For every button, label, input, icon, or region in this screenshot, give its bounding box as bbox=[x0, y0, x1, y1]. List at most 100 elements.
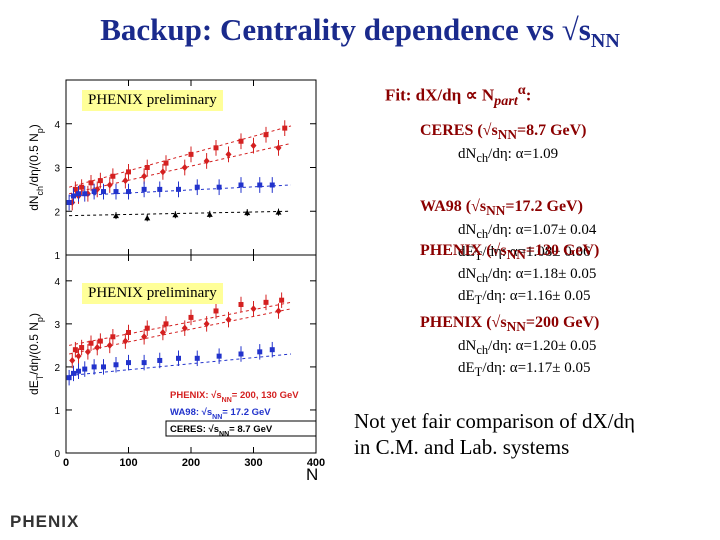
x-axis-label: Np bbox=[306, 465, 325, 480]
y-tick-label: 0 bbox=[54, 449, 60, 460]
line-post: /dη: α=1.08± 0.06 bbox=[482, 244, 591, 260]
fit-sub: part bbox=[494, 93, 518, 110]
legend-part: = 200, 130 GeV bbox=[232, 390, 299, 401]
data-point bbox=[172, 211, 179, 218]
data-point bbox=[94, 344, 101, 352]
data-point bbox=[82, 191, 88, 197]
data-point bbox=[194, 355, 200, 361]
data-point bbox=[181, 324, 188, 332]
legend-entry: CERES: √sNN= 8.7 GeV bbox=[170, 424, 273, 438]
data-point bbox=[141, 172, 148, 180]
data-point bbox=[122, 177, 129, 185]
data-point bbox=[106, 181, 113, 189]
y-label-part: /dη/(0.5 N bbox=[27, 133, 41, 186]
result-line: dET/dη: α=1.16± 0.05 bbox=[458, 288, 591, 308]
legend-part: NN bbox=[222, 397, 232, 404]
data-point bbox=[79, 345, 85, 351]
x-tick-label: 300 bbox=[244, 457, 262, 469]
y-tick-label: 3 bbox=[54, 164, 60, 175]
data-point bbox=[75, 352, 82, 360]
data-point bbox=[213, 308, 219, 314]
data-point bbox=[257, 182, 263, 188]
line-post: /dη: α=1.18± 0.05 bbox=[488, 266, 597, 282]
data-point bbox=[157, 357, 163, 363]
data-point bbox=[216, 184, 222, 190]
legend-part: NN bbox=[219, 431, 229, 438]
data-point bbox=[122, 337, 129, 345]
data-point bbox=[113, 212, 119, 219]
data-point bbox=[66, 200, 72, 205]
x-tick-label: 100 bbox=[119, 457, 137, 469]
legend-part: CERES: √s bbox=[170, 424, 219, 435]
heading-sub: NN bbox=[497, 127, 517, 143]
line-sub: ch bbox=[476, 271, 489, 285]
line-pre: dN bbox=[458, 222, 477, 238]
legend-part: NN bbox=[212, 414, 222, 421]
heading-text: PHENIX (√s bbox=[420, 242, 507, 259]
note-line-2: in C.M. and Lab. systems bbox=[354, 435, 570, 459]
data-point bbox=[110, 173, 116, 179]
line-sub: T bbox=[474, 365, 483, 379]
y-tick-label: 4 bbox=[54, 120, 60, 131]
prelim-label-bottom: PHENIX preliminary bbox=[82, 283, 223, 304]
data-point bbox=[66, 375, 72, 381]
legend-part: = 8.7 GeV bbox=[229, 424, 273, 435]
legend-entry: PHENIX: √sNN= 200, 130 GeV bbox=[170, 390, 299, 404]
fit-sup: α bbox=[517, 82, 526, 98]
data-point bbox=[263, 132, 269, 138]
data-point bbox=[91, 364, 97, 370]
data-point bbox=[97, 178, 103, 184]
title-sub: NN bbox=[590, 30, 620, 53]
data-point bbox=[238, 302, 244, 307]
fit-line bbox=[69, 142, 292, 195]
data-point bbox=[263, 299, 269, 305]
plot-panel-1: 1 2 3 4 dNch/dη/(0.5 Np) bbox=[27, 79, 317, 262]
data-point bbox=[157, 186, 163, 192]
data-point bbox=[141, 333, 148, 341]
data-point bbox=[71, 370, 76, 376]
result-line: dET/dη: α=1.08± 0.06 bbox=[458, 244, 591, 264]
data-point bbox=[163, 160, 169, 166]
result-line: dET/dη: α=1.17± 0.05 bbox=[458, 360, 591, 380]
heading-tail: =17.2 GeV) bbox=[505, 198, 583, 215]
data-point bbox=[76, 368, 81, 374]
data-point bbox=[163, 321, 169, 327]
heading-sub: NN bbox=[506, 319, 526, 335]
series-1 bbox=[68, 120, 292, 198]
slide-title: Backup: Centrality dependence vs √sNN bbox=[0, 12, 720, 53]
data-point bbox=[275, 209, 282, 215]
y-label-part: T bbox=[35, 374, 45, 380]
data-point bbox=[71, 193, 76, 199]
data-point bbox=[126, 329, 131, 335]
data-point bbox=[269, 347, 275, 353]
y-label-part: ) bbox=[27, 313, 41, 317]
line-pre: dE bbox=[458, 288, 475, 304]
line-sub: ch bbox=[476, 227, 489, 241]
heading-tail: =8.7 GeV) bbox=[516, 122, 587, 139]
legend-box bbox=[165, 420, 317, 437]
data-point bbox=[88, 340, 94, 346]
data-point bbox=[72, 347, 78, 353]
heading-tail: =200 GeV) bbox=[525, 314, 600, 331]
heading-text: CERES (√s bbox=[420, 122, 498, 139]
result-heading-phenix-130: PHENIX (√sNN=130 GeV) bbox=[420, 242, 599, 263]
data-point bbox=[225, 316, 232, 324]
fit-line bbox=[69, 210, 292, 217]
legend-part: = 17.2 GeV bbox=[222, 407, 271, 418]
data-point bbox=[113, 362, 119, 368]
data-point bbox=[238, 351, 244, 357]
series-2 bbox=[69, 301, 292, 369]
data-point bbox=[181, 164, 188, 171]
phenix-logo: PHENIX bbox=[10, 512, 80, 531]
data-point bbox=[76, 191, 81, 197]
line-post: /dη: α=1.16± 0.05 bbox=[482, 288, 591, 304]
fit-line bbox=[69, 184, 292, 197]
line-pre: dE bbox=[458, 244, 475, 260]
data-point bbox=[144, 325, 150, 331]
heading-sub: NN bbox=[506, 247, 526, 263]
line-post: /dη: α=1.20± 0.05 bbox=[488, 338, 597, 354]
line-sub: T bbox=[474, 293, 483, 307]
data-point bbox=[213, 145, 219, 151]
